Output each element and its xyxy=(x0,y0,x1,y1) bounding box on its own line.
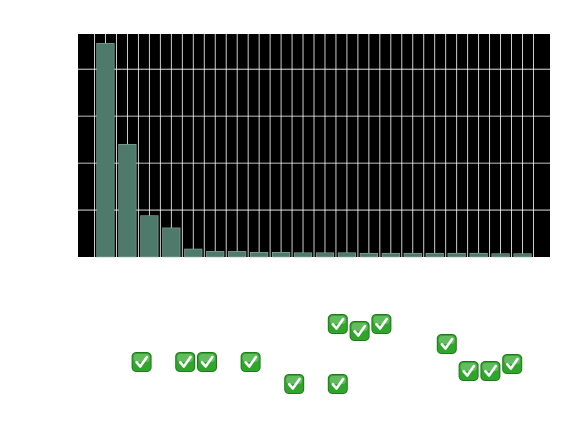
check-mark-glyph xyxy=(178,355,192,368)
check-mark-button-icon xyxy=(458,361,479,381)
bar-chart-axes xyxy=(78,34,550,258)
check-mark-button-icon xyxy=(349,321,370,341)
check-mark-glyph xyxy=(331,317,345,330)
check-mark-button-icon xyxy=(327,314,348,334)
bar xyxy=(293,252,313,258)
check-scatter-axes xyxy=(131,314,523,394)
bar xyxy=(140,215,159,258)
check-mark-glyph xyxy=(505,357,519,370)
check-mark-button-icon xyxy=(175,352,196,372)
check-mark-button-icon xyxy=(480,361,501,381)
bar xyxy=(315,252,335,258)
bar xyxy=(184,248,203,258)
check-mark-button-icon xyxy=(327,374,348,394)
bar xyxy=(228,251,247,258)
check-mark-button-icon xyxy=(240,352,261,372)
bar xyxy=(359,252,378,258)
bar xyxy=(250,252,269,258)
check-mark-glyph xyxy=(244,355,258,368)
check-mark-button-icon xyxy=(502,354,523,374)
bar xyxy=(271,252,291,258)
check-mark-glyph xyxy=(375,317,389,330)
bar xyxy=(206,251,225,258)
bar xyxy=(469,252,488,258)
bar xyxy=(513,253,532,258)
bar xyxy=(118,144,137,258)
bar xyxy=(447,252,466,258)
check-mark-button-icon xyxy=(131,352,152,372)
check-mark-glyph xyxy=(331,377,345,390)
bar xyxy=(96,43,115,258)
check-mark-glyph xyxy=(135,355,149,368)
check-mark-glyph xyxy=(353,324,367,337)
check-mark-glyph xyxy=(440,337,454,350)
bar xyxy=(491,253,510,258)
bar xyxy=(162,227,181,258)
bar xyxy=(403,252,422,258)
check-mark-button-icon xyxy=(436,334,457,354)
check-mark-button-icon xyxy=(197,352,217,372)
check-mark-glyph xyxy=(287,377,301,390)
check-mark-glyph xyxy=(462,364,476,377)
check-mark-button-icon xyxy=(371,314,392,334)
check-mark-glyph xyxy=(200,355,214,368)
bar xyxy=(425,252,444,258)
check-mark-button-icon xyxy=(284,374,305,394)
check-mark-glyph xyxy=(484,364,498,377)
bar xyxy=(381,252,400,258)
bar xyxy=(337,252,357,258)
